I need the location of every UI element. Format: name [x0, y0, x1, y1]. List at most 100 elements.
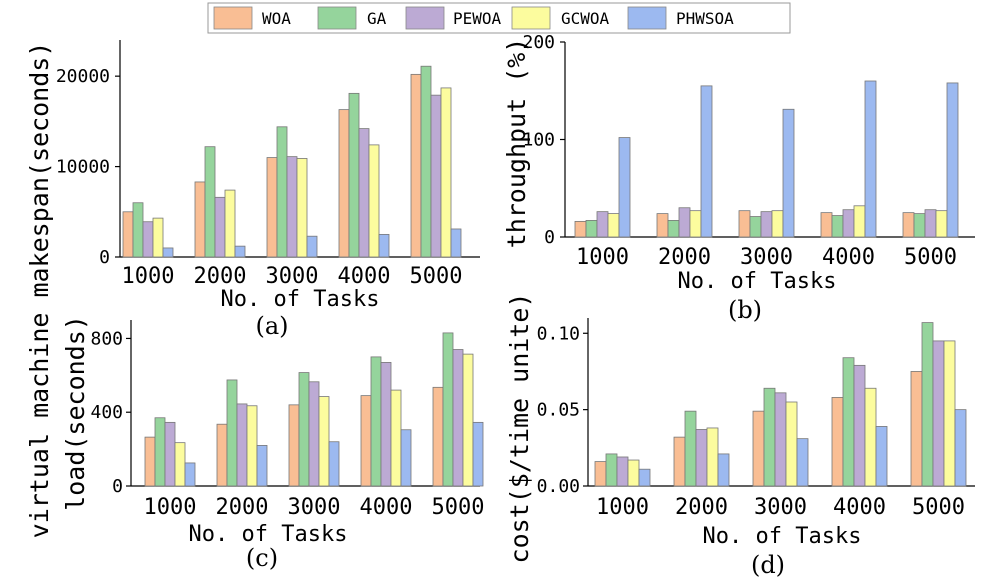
chart-d-bar-pewoa: [616, 456, 629, 487]
chart-c-xtick-label: 5000: [432, 495, 485, 520]
chart-b-xlabel: No. of Tasks: [678, 269, 837, 294]
chart-b-bar-woa: [738, 210, 751, 238]
chart-c-bar-phwsoa: [184, 462, 196, 487]
chart-a-bar-phwsoa: [450, 228, 462, 258]
chart-d-xtick-label: 5000: [912, 495, 965, 520]
chart-d-bar-ga: [605, 453, 618, 487]
chart-b-bar-phwsoa: [618, 137, 631, 238]
chart-b-bar-pewoa: [596, 211, 609, 238]
legend-swatch-gcwoa: [511, 6, 551, 30]
chart-d-bar-gcwoa: [864, 387, 877, 487]
legend-swatch-ga: [317, 6, 357, 30]
chart-a-ticks: 0 10000 20000 1000 2000 3000 4000 5000: [56, 66, 463, 289]
chart-d-bar-phwsoa: [796, 438, 809, 487]
chart-d-ylabel: cost($/time unite): [505, 293, 534, 564]
chart-b-xtick-label: 4000: [822, 245, 875, 270]
chart-a-bar-phwsoa: [378, 233, 390, 258]
chart-a-bar-gcwoa: [152, 217, 164, 258]
chart-c-bars: [144, 332, 484, 487]
chart-a-bar-gcwoa: [296, 158, 308, 258]
chart-d-bar-pewoa: [932, 340, 945, 487]
chart-c-xtick-label: 1000: [144, 495, 197, 520]
chart-a-bar-pewoa: [286, 156, 298, 258]
chart-d-bar-phwsoa: [875, 426, 888, 487]
legend-label-phwsoa: PHWSOA: [676, 9, 734, 28]
chart-b-bar-pewoa: [760, 211, 773, 238]
chart-a-ytick-label: 0: [99, 247, 110, 268]
chart-c-bar-gcwoa: [462, 353, 474, 487]
chart-b-ylabel: throughput (%): [502, 38, 531, 249]
legend-swatch-pewoa: [405, 6, 445, 30]
chart-c-ytick-label: 0: [112, 476, 123, 497]
chart-b-bars: [574, 80, 959, 238]
chart-c-bar-gcwoa: [246, 405, 258, 487]
legend-item-pewoa: PEWOA: [405, 6, 502, 30]
chart-d-bar-woa: [673, 436, 686, 487]
chart-a-bar-pewoa: [430, 94, 442, 258]
chart-d-xtick-label: 3000: [754, 495, 807, 520]
chart-d: 0.00 0.05 0.10 1000 2000 3000 4000 5000 No. of …: [505, 293, 975, 579]
chart-d-bar-gcwoa: [627, 459, 640, 487]
chart-c-bar-woa: [432, 386, 444, 487]
chart-a-bar-gcwoa: [224, 189, 236, 258]
chart-d-bar-phwsoa: [638, 468, 651, 487]
chart-c-bar-pewoa: [164, 421, 176, 487]
legend-frame: [207, 2, 791, 34]
legend-item-gcwoa: GCWOA: [511, 6, 610, 30]
chart-c-bar-woa: [288, 404, 300, 487]
chart-d-bar-woa: [831, 397, 844, 487]
chart-c-bar-gcwoa: [318, 396, 330, 487]
chart-b-bar-ga: [749, 216, 762, 238]
chart-a-bar-phwsoa: [306, 235, 318, 258]
chart-c-xlabel: No. of Tasks: [189, 522, 348, 547]
chart-d-xlabel: No. of Tasks: [703, 524, 862, 549]
chart-c-bar-woa: [144, 436, 156, 487]
chart-c-bar-phwsoa: [256, 445, 268, 487]
chart-b-ytick-label: 200: [522, 32, 555, 53]
chart-a-panel-label: (a): [255, 312, 288, 340]
chart-b-ticks: 0 100 200 1000 2000 3000 4000 5000: [522, 32, 957, 270]
legend-label-woa: WOA: [262, 9, 291, 28]
chart-c-bar-ga: [154, 417, 166, 487]
chart-c-ticks: 0 400 800 1000 2000 3000 4000 5000: [90, 328, 484, 520]
chart-d-bar-gcwoa: [706, 427, 719, 487]
chart-b-bar-gcwoa: [853, 205, 866, 238]
chart-b-bar-woa: [902, 212, 915, 238]
chart-b-xtick-label: 5000: [904, 245, 957, 270]
chart-d-bar-woa: [752, 410, 765, 487]
chart-c-bar-ga: [370, 356, 382, 487]
chart-b-bar-gcwoa: [771, 210, 784, 238]
chart-a-bar-pewoa: [358, 128, 370, 258]
chart-d-bars: [594, 322, 967, 487]
chart-c-ytick-label: 800: [90, 328, 123, 349]
legend-label-pewoa: PEWOA: [453, 9, 502, 28]
chart-b-bar-gcwoa: [689, 210, 702, 238]
chart-a-bar-woa: [122, 211, 134, 258]
chart-b-bar-ga: [585, 220, 598, 238]
chart-d-bar-pewoa: [853, 364, 866, 487]
chart-d-bar-ga: [921, 322, 934, 487]
chart-a-bar-ga: [348, 92, 360, 258]
chart-c-bar-woa: [360, 395, 372, 487]
chart-a-bar-gcwoa: [440, 87, 452, 258]
chart-d-bar-gcwoa: [785, 401, 798, 487]
chart-d-bar-ga: [763, 387, 776, 487]
chart-c-ytick-label: 400: [90, 402, 123, 423]
chart-a-ylabel: virtual machine makespan(seconds): [25, 42, 54, 539]
chart-d-bar-phwsoa: [954, 409, 967, 487]
chart-a-xtick-label: 2000: [194, 264, 247, 289]
chart-b-bar-gcwoa: [935, 210, 948, 238]
chart-b-bar-ga: [667, 220, 680, 238]
chart-c-bar-pewoa: [452, 349, 464, 487]
chart-d-panel-label: (d): [751, 551, 785, 579]
chart-a-bar-woa: [266, 157, 278, 258]
chart-d-ytick-label: 0.00: [537, 476, 580, 497]
chart-a-xtick-label: 1000: [122, 264, 175, 289]
legend-label-ga: GA: [367, 9, 387, 28]
chart-b-ytick-label: 0: [544, 227, 555, 248]
chart-b-bar-pewoa: [924, 209, 937, 238]
chart-d-ytick-label: 0.10: [537, 323, 580, 344]
chart-c-bar-phwsoa: [328, 441, 340, 487]
chart-a-xlabel: No. of Tasks: [221, 287, 380, 312]
chart-a-ytick-label: 10000: [56, 157, 110, 178]
